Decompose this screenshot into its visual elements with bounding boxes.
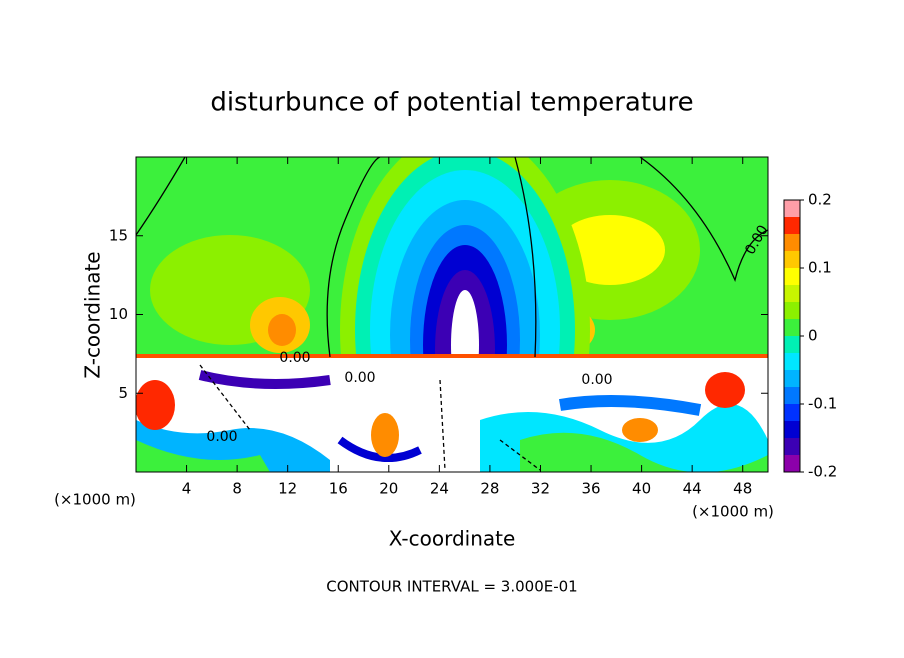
colorbar-band [784, 251, 800, 268]
colorbar-band [784, 404, 800, 421]
x-axis-title: X-coordinate [389, 527, 516, 551]
colorbar-band [784, 387, 800, 404]
colorbar-tick-label: 0 [808, 327, 818, 345]
x-tick-label: 36 [581, 480, 600, 498]
colorbar-tick-label: -0.2 [808, 463, 837, 481]
field [136, 157, 768, 472]
colorbar-band [784, 421, 800, 438]
x-tick-label: 24 [430, 480, 449, 498]
x-tick-label: 8 [232, 480, 242, 498]
colorbar-band [784, 302, 800, 319]
colorbar-band [784, 336, 800, 353]
colorbar-band [784, 217, 800, 234]
colorbar-band [784, 438, 800, 455]
x-tick-label: 12 [278, 480, 297, 498]
x-unit-label: (×1000 m) [692, 503, 774, 521]
x-tick-label: 48 [733, 480, 752, 498]
x-tick-label: 28 [480, 480, 499, 498]
colorbar-band [784, 285, 800, 302]
contour-label: 0.00 [581, 372, 612, 388]
colorbar-band [784, 370, 800, 387]
x-tick-label: 44 [683, 480, 702, 498]
colorbar-band [784, 234, 800, 251]
y-axis-title: Z-coordinate [81, 251, 105, 378]
y-tick-label: 15 [109, 226, 128, 244]
x-unit-label: (×1000 m) [54, 491, 136, 509]
x-tick-label: 4 [182, 480, 192, 498]
colorbar-tick-label: 0.1 [808, 259, 832, 277]
x-tick-label: 16 [329, 480, 348, 498]
chart-title: disturbunce of potential temperature [210, 88, 693, 118]
colorbar-tick-label: 0.2 [808, 191, 832, 209]
x-tick-label: 40 [632, 480, 651, 498]
contour-label: 0.00 [206, 429, 237, 445]
contour-label: 0.00 [279, 350, 310, 366]
y-tick-label: 10 [109, 305, 128, 323]
x-tick-label: 32 [531, 480, 550, 498]
colorbar-band [784, 319, 800, 336]
contour-label: 0.00 [344, 370, 375, 386]
colorbar-band [784, 268, 800, 285]
colorbar-band [784, 455, 800, 472]
colorbar-band [784, 200, 800, 217]
x-tick-label: 20 [379, 480, 398, 498]
colorbar-band [784, 353, 800, 370]
y-tick-label: 5 [118, 384, 128, 402]
colorbar-tick-label: -0.1 [808, 395, 837, 413]
footnote: CONTOUR INTERVAL = 3.000E-01 [326, 578, 577, 596]
